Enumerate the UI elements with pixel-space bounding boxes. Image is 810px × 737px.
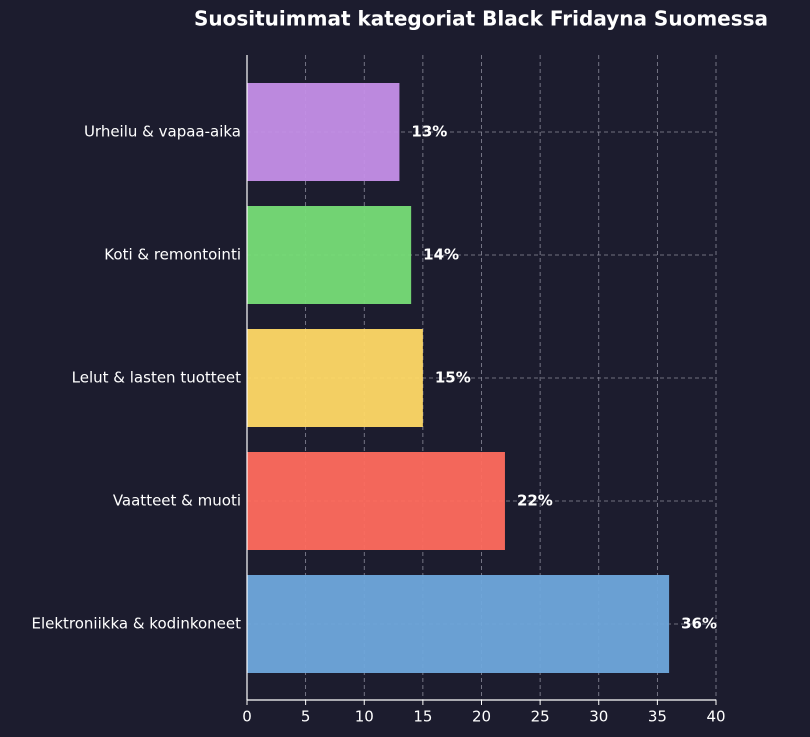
bar (247, 575, 670, 673)
bar (247, 452, 505, 550)
x-tick-label: 0 (242, 708, 252, 726)
x-tick-label: 10 (355, 708, 374, 726)
bar (247, 83, 400, 181)
x-tick-label: 25 (531, 708, 550, 726)
x-tick-label: 20 (472, 708, 491, 726)
value-label: 15% (435, 369, 471, 387)
y-tick-label: Urheilu & vapaa-aika (84, 123, 241, 141)
y-tick-label: Elektroniikka & kodinkoneet (31, 615, 241, 633)
x-tick-label: 5 (301, 708, 311, 726)
bar (247, 329, 423, 427)
chart-title: Suosituimmat kategoriat Black Fridayna S… (194, 7, 768, 31)
bar (247, 206, 412, 304)
value-label: 22% (517, 492, 553, 510)
y-tick-label: Lelut & lasten tuotteet (72, 369, 241, 387)
y-tick-label: Vaatteet & muoti (113, 492, 241, 510)
x-tick-label: 35 (648, 708, 667, 726)
x-tick-label: 30 (589, 708, 608, 726)
value-label: 36% (681, 615, 717, 633)
value-label: 14% (423, 246, 459, 264)
value-label: 13% (411, 123, 447, 141)
x-tick-label: 40 (706, 708, 725, 726)
y-tick-label: Koti & remontointi (104, 246, 241, 264)
x-tick-label: 15 (413, 708, 432, 726)
